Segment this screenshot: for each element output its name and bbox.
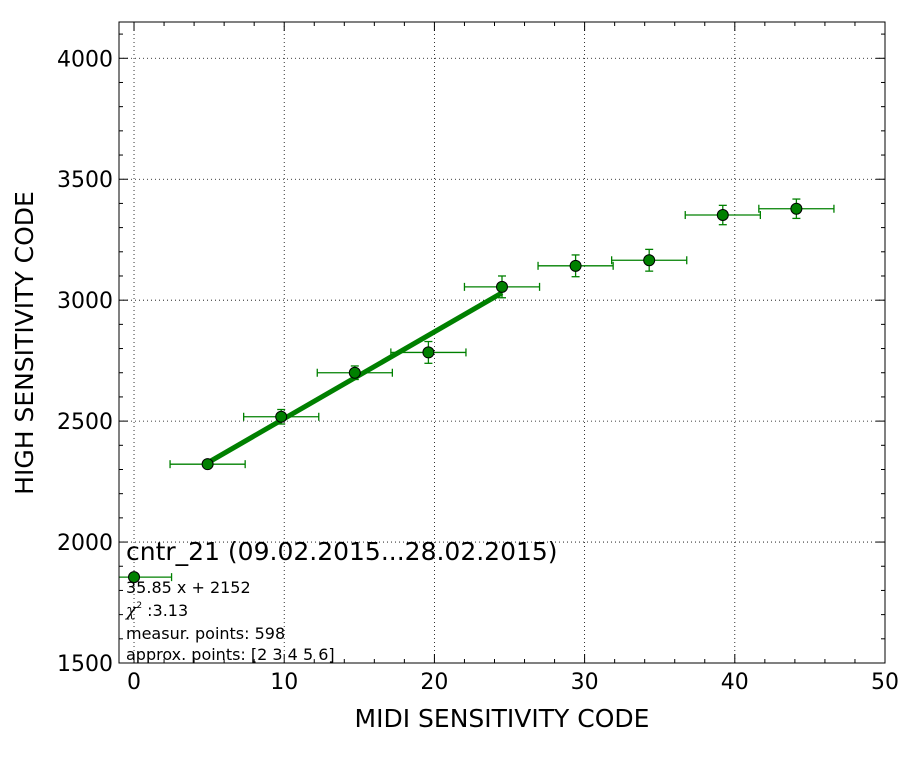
chi-value: :3.13 [142, 601, 188, 620]
data-point-group [243, 408, 320, 425]
data-point [422, 346, 435, 359]
plot-frame [118, 21, 886, 664]
plot-area [119, 22, 885, 663]
y-tick-label: 3000 [57, 289, 113, 314]
data-point [569, 259, 582, 272]
x-tick-label: 40 [721, 670, 749, 695]
y-tick-label: 4000 [57, 47, 113, 72]
x-tick-label: 50 [871, 670, 899, 695]
y-tick-label: 3500 [57, 168, 113, 193]
data-point-group [610, 248, 688, 272]
annotation-chi-squared: χ2 :3.13 [125, 601, 188, 621]
y-tick-label: 2000 [57, 531, 113, 556]
fit-annotation: cntr_21 (09.02.2015...28.02.2015) 35.85 … [125, 537, 558, 664]
points-layer [119, 198, 835, 584]
annotation-equation: 35.85 x + 2152 [126, 578, 251, 597]
data-point-group [119, 571, 173, 584]
x-axis-label: MIDI SENSITIVITY CODE [355, 704, 650, 733]
data-point [496, 280, 508, 293]
chi-symbol: χ [125, 601, 138, 621]
data-point [643, 254, 656, 267]
data-point-group [169, 458, 246, 471]
data-point [275, 410, 288, 423]
x-tick-label: 30 [571, 670, 599, 695]
data-point [790, 202, 803, 215]
data-point-group [758, 198, 835, 220]
data-point [716, 209, 729, 222]
data-point-group [390, 340, 467, 364]
x-tick-label: 20 [420, 670, 448, 695]
y-tick-label: 2500 [57, 410, 113, 435]
chi-superscript: 2 [136, 601, 142, 611]
y-tick-label: 1500 [57, 652, 113, 677]
annotation-approx-points: approx. points: [2 3 4 5 6] [126, 645, 335, 664]
data-point-group [316, 365, 394, 381]
y-axis-label: HIGH SENSITIVITY CODE [10, 191, 39, 495]
data-point [201, 458, 214, 471]
data-point-group [684, 204, 761, 226]
x-tick-label: 0 [127, 670, 141, 695]
annotation-title: cntr_21 (09.02.2015...28.02.2015) [126, 537, 558, 566]
data-point-group [537, 254, 614, 278]
data-point-group [463, 275, 541, 299]
annotation-measur-points: measur. points: 598 [126, 624, 285, 643]
x-tick-label: 10 [270, 670, 298, 695]
data-point [348, 366, 361, 379]
tick-labels: 0 10 20 30 40 50 1500 2000 2500 3000 3500 4000 [57, 47, 899, 695]
data-point [128, 571, 141, 584]
ticks [119, 22, 886, 664]
